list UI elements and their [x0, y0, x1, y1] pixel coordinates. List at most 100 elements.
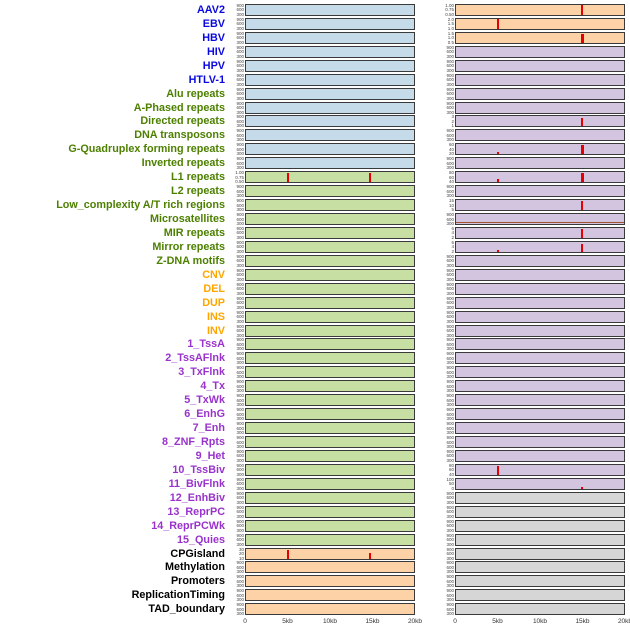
row-label: 11_BivFlnk: [168, 477, 225, 490]
row-label: INV: [207, 324, 225, 337]
y-tick-label: 300: [236, 151, 244, 156]
y-tick-label: 600: [446, 578, 454, 584]
column-gap: [415, 107, 438, 108]
data-spike: [497, 178, 499, 183]
y-tick-label: 300: [446, 81, 454, 86]
row-label: Alu repeats: [166, 87, 225, 100]
y-tick-label: 900: [236, 436, 244, 441]
column-gap: [415, 205, 438, 206]
y-tick-label: 300: [236, 95, 244, 100]
panel-left: [245, 296, 415, 309]
y-tick-label: 300: [446, 290, 454, 295]
data-spike: [581, 486, 583, 489]
column-gap: [415, 539, 438, 540]
panel-left: [245, 394, 415, 407]
row-label: G-Quadruplex forming repeats: [68, 143, 225, 156]
panel-right: [455, 352, 625, 365]
panel-left: [245, 422, 415, 435]
column-gap: [415, 219, 438, 220]
y-tick-label: 600: [236, 188, 244, 194]
y-tick-label: 900: [446, 422, 454, 427]
panel-left: [245, 157, 415, 170]
row-label: DUP: [202, 296, 225, 309]
y-tick-label: 600: [236, 314, 244, 320]
y-tick-label: 300: [236, 444, 244, 449]
row-label: 13_ReprPC: [167, 505, 225, 518]
row-label: HBV: [202, 31, 225, 44]
row-label: INS: [207, 310, 225, 323]
y-tick-label: 300: [236, 81, 244, 86]
y-tick-label: 600: [236, 216, 244, 222]
y-tick-label: 60: [448, 143, 454, 148]
y-tick-label: 2: [451, 234, 454, 239]
panel-right: [455, 185, 625, 198]
column-gap: [415, 79, 438, 80]
y-tick-label: 900: [236, 394, 244, 399]
panel-right: [455, 519, 625, 532]
panel-left: [245, 31, 415, 44]
y-tick-label: 600: [236, 21, 244, 27]
y-tick-label: 600: [236, 146, 244, 152]
y-tick-label: 1.00: [235, 171, 244, 176]
panel-right: [455, 324, 625, 337]
column-gap: [415, 65, 438, 66]
y-tick-label: 900: [236, 143, 244, 148]
row-label: TAD_boundary: [148, 603, 225, 616]
y-tick-label: 600: [236, 592, 244, 598]
row-label: CNV: [202, 268, 225, 281]
panel-left: [245, 380, 415, 393]
y-tick-label: 6: [451, 226, 454, 231]
row-label: 1_TssA: [187, 338, 225, 351]
column-gap: [415, 330, 438, 331]
data-spike: [369, 173, 372, 183]
y-tick-label: 80: [448, 171, 454, 176]
panel-left: [245, 254, 415, 267]
y-tick-label: 300: [446, 457, 454, 462]
column-gap: [415, 497, 438, 498]
row-label: 9_Het: [195, 449, 225, 462]
panel-left: [245, 491, 415, 504]
column-gap: [415, 567, 438, 568]
y-tick-label: 600: [236, 439, 244, 445]
y-tick-label: 300: [236, 234, 244, 239]
y-tick-label: 900: [446, 394, 454, 399]
y-tick-label: 900: [236, 268, 244, 273]
y-tick-label: 300: [236, 318, 244, 323]
y-tick-label: 600: [446, 91, 454, 97]
y-tick-label: 300: [236, 109, 244, 114]
y-tick-label: 900: [236, 3, 244, 8]
column-gap: [415, 121, 438, 122]
y-tick-label: 100: [446, 477, 454, 482]
y-tick-label: 20: [448, 151, 454, 156]
x-tick-label: 20kb: [407, 618, 423, 626]
data-spike: [580, 172, 584, 183]
data-spike: [580, 33, 584, 43]
row-label: L2 repeats: [170, 185, 225, 198]
y-tick-label: 600: [236, 230, 244, 236]
row-label: CPGisland: [170, 547, 225, 560]
y-tick-label: 300: [236, 262, 244, 267]
panel-right: [455, 157, 625, 170]
panel-left: [245, 213, 415, 226]
y-tick-label: 900: [236, 477, 244, 482]
panel-right: [455, 254, 625, 267]
